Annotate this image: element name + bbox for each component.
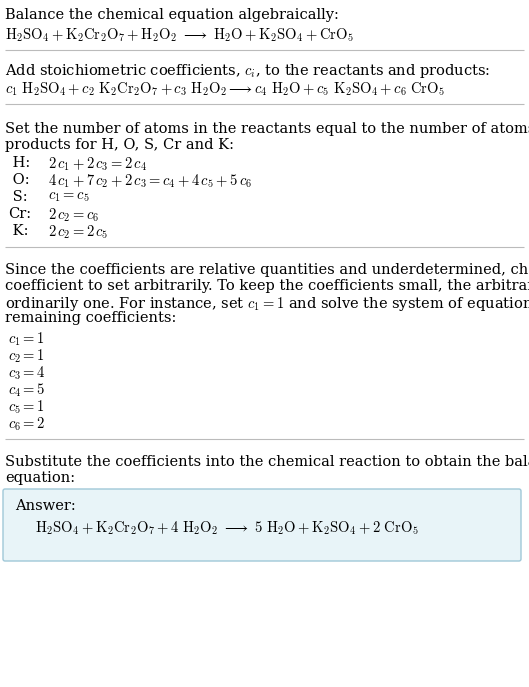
FancyBboxPatch shape — [3, 489, 521, 561]
Text: Set the number of atoms in the reactants equal to the number of atoms in the: Set the number of atoms in the reactants… — [5, 122, 529, 136]
Text: $c_1 = c_5$: $c_1 = c_5$ — [48, 190, 89, 204]
Text: $\mathrm{H_2SO_4 + K_2Cr_2O_7 + H_2O_2} \ \longrightarrow \ \mathrm{H_2O + K_2SO: $\mathrm{H_2SO_4 + K_2Cr_2O_7 + H_2O_2} … — [5, 26, 354, 43]
Text: Since the coefficients are relative quantities and underdetermined, choose a: Since the coefficients are relative quan… — [5, 263, 529, 277]
Text: S:: S: — [8, 190, 28, 204]
Text: O:: O: — [8, 173, 30, 187]
Text: ordinarily one. For instance, set $c_1 = 1$ and solve the system of equations fo: ordinarily one. For instance, set $c_1 =… — [5, 295, 529, 313]
Text: $c_6 = 2$: $c_6 = 2$ — [8, 416, 45, 433]
Text: K:: K: — [8, 224, 29, 238]
Text: Cr:: Cr: — [8, 207, 31, 221]
Text: $2\,c_2 = 2\,c_5$: $2\,c_2 = 2\,c_5$ — [48, 224, 108, 241]
Text: products for H, O, S, Cr and K:: products for H, O, S, Cr and K: — [5, 138, 234, 152]
Text: Answer:: Answer: — [15, 499, 76, 513]
Text: $c_2 = 1$: $c_2 = 1$ — [8, 348, 45, 365]
Text: $c_5 = 1$: $c_5 = 1$ — [8, 399, 45, 416]
Text: $c_3 = 4$: $c_3 = 4$ — [8, 365, 45, 383]
Text: Balance the chemical equation algebraically:: Balance the chemical equation algebraica… — [5, 8, 339, 22]
Text: $2\,c_1 + 2\,c_3 = 2\,c_4$: $2\,c_1 + 2\,c_3 = 2\,c_4$ — [48, 156, 147, 174]
Text: $c_1 = 1$: $c_1 = 1$ — [8, 331, 45, 348]
Text: equation:: equation: — [5, 471, 75, 485]
Text: $4\,c_1 + 7\,c_2 + 2\,c_3 = c_4 + 4\,c_5 + 5\,c_6$: $4\,c_1 + 7\,c_2 + 2\,c_3 = c_4 + 4\,c_5… — [48, 173, 252, 190]
Text: coefficient to set arbitrarily. To keep the coefficients small, the arbitrary va: coefficient to set arbitrarily. To keep … — [5, 279, 529, 293]
Text: $c_4 = 5$: $c_4 = 5$ — [8, 382, 45, 399]
Text: $c_1\ \mathrm{H_2SO_4} + c_2\ \mathrm{K_2Cr_2O_7} + c_3\ \mathrm{H_2O_2} \longri: $c_1\ \mathrm{H_2SO_4} + c_2\ \mathrm{K_… — [5, 80, 445, 98]
Text: remaining coefficients:: remaining coefficients: — [5, 311, 176, 325]
Text: $\mathrm{H_2SO_4 + K_2Cr_2O_7 + 4\ H_2O_2} \ \longrightarrow \ \mathrm{5\ H_2O +: $\mathrm{H_2SO_4 + K_2Cr_2O_7 + 4\ H_2O_… — [35, 519, 418, 537]
Text: Add stoichiometric coefficients, $c_i$, to the reactants and products:: Add stoichiometric coefficients, $c_i$, … — [5, 62, 490, 80]
Text: $2\,c_2 = c_6$: $2\,c_2 = c_6$ — [48, 207, 99, 225]
Text: H:: H: — [8, 156, 30, 170]
Text: Substitute the coefficients into the chemical reaction to obtain the balanced: Substitute the coefficients into the che… — [5, 455, 529, 469]
